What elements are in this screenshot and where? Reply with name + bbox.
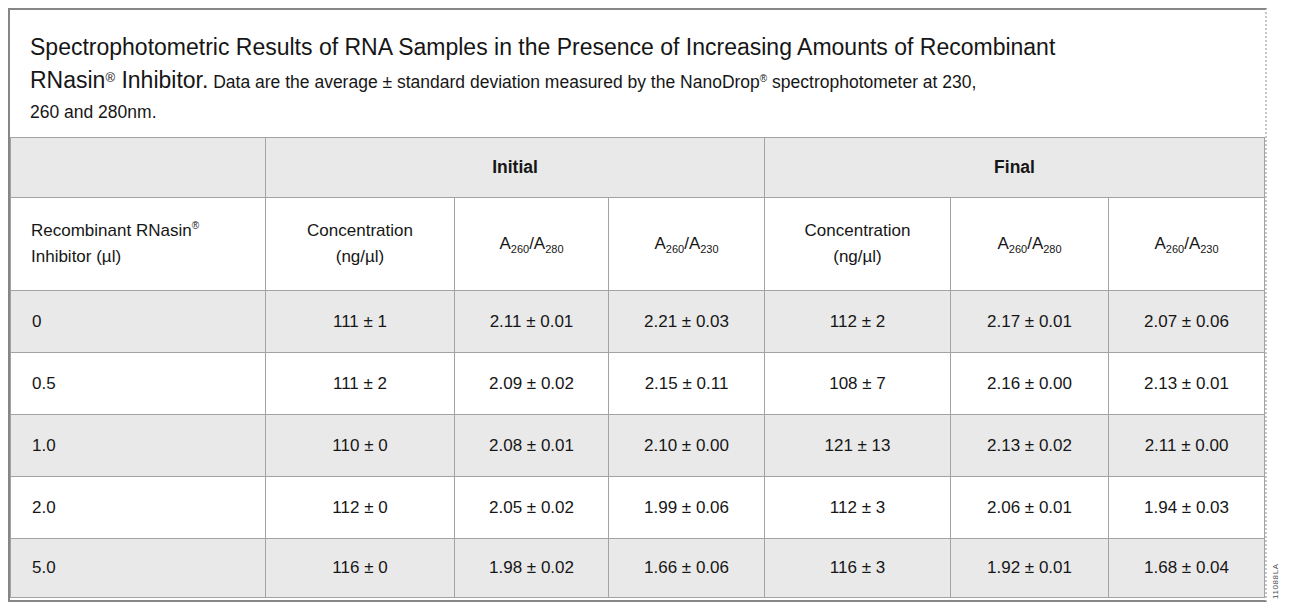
ratio-base: A xyxy=(997,234,1008,253)
figure-frame: Spectrophotometric Results of RNA Sample… xyxy=(8,8,1267,602)
cell-final-a260-a230: 2.13 ± 0.01 xyxy=(1109,353,1265,415)
registered-mark: ® xyxy=(192,220,199,231)
caption-note-end: spectrophotometer at 230, xyxy=(767,72,976,92)
cell-inhibitor-volume: 2.0 xyxy=(11,477,266,539)
cell-final-a260-a280: 2.06 ± 0.01 xyxy=(951,477,1109,539)
cell-initial-a260-a230: 1.66 ± 0.06 xyxy=(609,539,765,598)
cell-final-a260-a230: 2.11 ± 0.00 xyxy=(1109,415,1265,477)
ratio-sub: 260 xyxy=(1166,243,1184,255)
ratio-sub: 260 xyxy=(666,243,684,255)
caption-note-start: Data are the average ± standard deviatio… xyxy=(208,72,759,92)
cell-initial-a260-a280: 2.11 ± 0.01 xyxy=(455,291,609,353)
caption-title-line2-start: RNasin xyxy=(30,67,105,93)
cell-final-a260-a280: 2.16 ± 0.00 xyxy=(951,353,1109,415)
table-row: 5.0 116 ± 0 1.98 ± 0.02 1.66 ± 0.06 116 … xyxy=(11,539,1265,598)
cell-final-a260-a230: 1.94 ± 0.03 xyxy=(1109,477,1265,539)
ratio-sub: 260 xyxy=(511,243,529,255)
inhibitor-header-line1: Recombinant RNasin xyxy=(31,221,192,240)
cell-initial-concentration: 110 ± 0 xyxy=(266,415,455,477)
cell-initial-concentration: 112 ± 0 xyxy=(266,477,455,539)
cell-initial-a260-a230: 2.15 ± 0.11 xyxy=(609,353,765,415)
cell-final-concentration: 112 ± 2 xyxy=(765,291,951,353)
column-header-row: Recombinant RNasin® Inhibitor (µl) Conce… xyxy=(11,198,1265,291)
caption-title-line1: Spectrophotometric Results of RNA Sample… xyxy=(30,34,1055,60)
table-row: 0 111 ± 1 2.11 ± 0.01 2.21 ± 0.03 112 ± … xyxy=(11,291,1265,353)
ratio-base: A xyxy=(1154,234,1165,253)
cell-final-a260-a280: 2.17 ± 0.01 xyxy=(951,291,1109,353)
ratio-sub: 280 xyxy=(545,243,563,255)
ratio-base: A xyxy=(499,234,510,253)
ratio-base: A xyxy=(689,234,700,253)
column-header-initial-a260-a230: A260/A230 xyxy=(609,198,765,291)
column-header-initial-concentration: Concentration (ng/µl) xyxy=(266,198,455,291)
cell-inhibitor-volume: 5.0 xyxy=(11,539,266,598)
cell-initial-a260-a280: 2.05 ± 0.02 xyxy=(455,477,609,539)
table-row: 1.0 110 ± 0 2.08 ± 0.01 2.10 ± 0.00 121 … xyxy=(11,415,1265,477)
cell-final-a260-a230: 2.07 ± 0.06 xyxy=(1109,291,1265,353)
ratio-sub: 230 xyxy=(1200,243,1218,255)
column-header-final-concentration: Concentration (ng/µl) xyxy=(765,198,951,291)
concentration-units: (ng/µl) xyxy=(336,247,385,266)
corner-cell xyxy=(11,138,266,198)
cell-inhibitor-volume: 1.0 xyxy=(11,415,266,477)
ratio-base: A xyxy=(534,234,545,253)
cell-final-concentration: 116 ± 3 xyxy=(765,539,951,598)
cell-final-concentration: 121 ± 13 xyxy=(765,415,951,477)
cell-final-concentration: 108 ± 7 xyxy=(765,353,951,415)
inhibitor-header-line2: Inhibitor (µl) xyxy=(31,247,121,266)
ratio-base: A xyxy=(1032,234,1043,253)
group-header-initial: Initial xyxy=(266,138,765,198)
cell-initial-a260-a280: 1.98 ± 0.02 xyxy=(455,539,609,598)
cell-inhibitor-volume: 0 xyxy=(11,291,266,353)
column-header-final-a260-a230: A260/A230 xyxy=(1109,198,1265,291)
cell-final-concentration: 112 ± 3 xyxy=(765,477,951,539)
cell-initial-a260-a230: 2.21 ± 0.03 xyxy=(609,291,765,353)
ratio-base: A xyxy=(1189,234,1200,253)
table-body: 0 111 ± 1 2.11 ± 0.01 2.21 ± 0.03 112 ± … xyxy=(11,291,1265,598)
cell-final-a260-a280: 1.92 ± 0.01 xyxy=(951,539,1109,598)
table-row: 2.0 112 ± 0 2.05 ± 0.02 1.99 ± 0.06 112 … xyxy=(11,477,1265,539)
registered-mark: ® xyxy=(105,70,115,85)
ratio-sub: 260 xyxy=(1009,243,1027,255)
column-header-inhibitor: Recombinant RNasin® Inhibitor (µl) xyxy=(11,198,266,291)
cell-initial-a260-a280: 2.09 ± 0.02 xyxy=(455,353,609,415)
column-header-final-a260-a280: A260/A280 xyxy=(951,198,1109,291)
ratio-sub: 280 xyxy=(1043,243,1061,255)
ratio-base: A xyxy=(654,234,665,253)
cell-initial-a260-a280: 2.08 ± 0.01 xyxy=(455,415,609,477)
cell-initial-a260-a230: 1.99 ± 0.06 xyxy=(609,477,765,539)
ratio-sub: 230 xyxy=(700,243,718,255)
cell-final-a260-a230: 1.68 ± 0.04 xyxy=(1109,539,1265,598)
table-row: 0.5 111 ± 2 2.09 ± 0.02 2.15 ± 0.11 108 … xyxy=(11,353,1265,415)
column-header-initial-a260-a280: A260/A280 xyxy=(455,198,609,291)
watermark-code: 11088LA xyxy=(1271,563,1280,599)
cell-initial-concentration: 111 ± 2 xyxy=(266,353,455,415)
caption-note-line3: 260 and 280nm. xyxy=(30,102,157,122)
cell-initial-concentration: 111 ± 1 xyxy=(266,291,455,353)
concentration-label: Concentration xyxy=(307,221,413,240)
concentration-label: Concentration xyxy=(805,221,911,240)
group-header-row: Initial Final xyxy=(11,138,1265,198)
results-table: Initial Final Recombinant RNasin® Inhibi… xyxy=(10,137,1265,598)
group-header-final: Final xyxy=(765,138,1265,198)
cell-initial-a260-a230: 2.10 ± 0.00 xyxy=(609,415,765,477)
concentration-units: (ng/µl) xyxy=(833,247,882,266)
cell-initial-concentration: 116 ± 0 xyxy=(266,539,455,598)
caption-title-line2-end: Inhibitor. xyxy=(115,67,208,93)
cell-inhibitor-volume: 0.5 xyxy=(11,353,266,415)
cell-final-a260-a280: 2.13 ± 0.02 xyxy=(951,415,1109,477)
figure-caption: Spectrophotometric Results of RNA Sample… xyxy=(10,10,1265,137)
